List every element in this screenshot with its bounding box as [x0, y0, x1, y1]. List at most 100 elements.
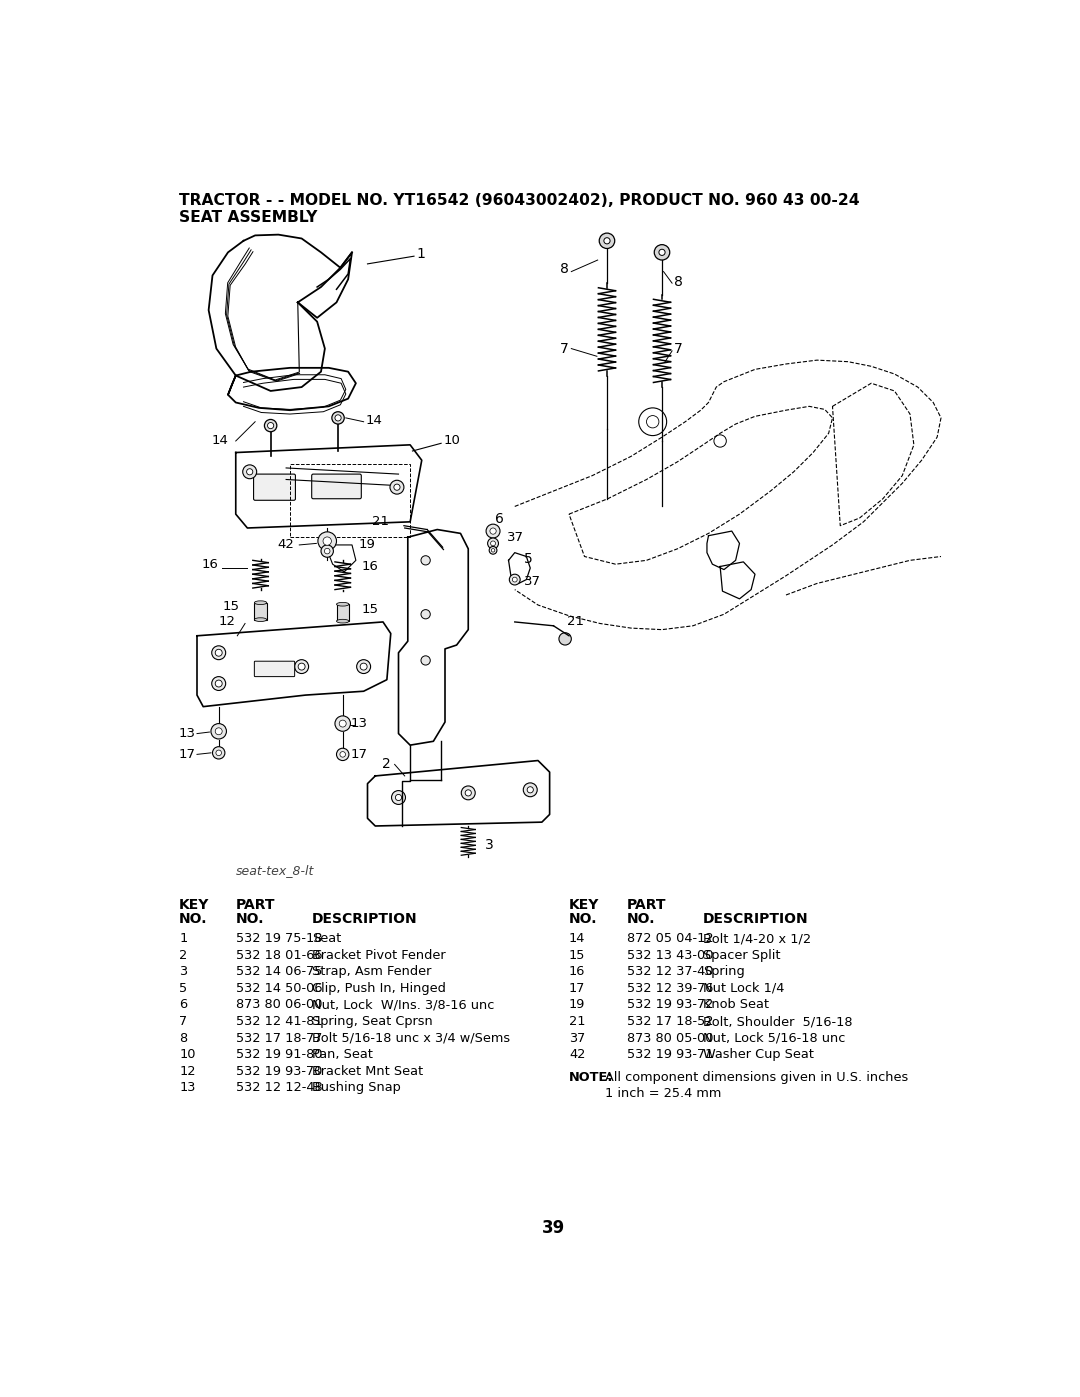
Text: 16: 16 — [569, 965, 585, 978]
Text: 16: 16 — [202, 557, 218, 571]
Text: NO.: NO. — [569, 912, 597, 926]
Bar — [255, 602, 267, 620]
Bar — [337, 605, 349, 622]
Text: 532 19 91-80: 532 19 91-80 — [235, 1048, 322, 1062]
Text: 14: 14 — [366, 414, 382, 426]
Text: 532 14 06-75: 532 14 06-75 — [235, 965, 322, 978]
Text: 532 19 93-70: 532 19 93-70 — [235, 1065, 322, 1077]
Bar — [291, 464, 410, 538]
Text: 39: 39 — [542, 1218, 565, 1236]
Circle shape — [332, 412, 345, 425]
Text: PART: PART — [627, 898, 666, 912]
Text: SEAT ASSEMBLY: SEAT ASSEMBLY — [179, 210, 318, 225]
Text: KEY: KEY — [569, 898, 599, 912]
Text: Spacer Split: Spacer Split — [703, 949, 781, 961]
Text: 2: 2 — [382, 757, 391, 771]
Circle shape — [243, 465, 257, 479]
FancyBboxPatch shape — [254, 474, 296, 500]
Ellipse shape — [255, 617, 267, 622]
Text: 873 80 06-00: 873 80 06-00 — [235, 999, 322, 1011]
Circle shape — [486, 524, 500, 538]
Circle shape — [337, 749, 349, 760]
Text: NO.: NO. — [179, 912, 207, 926]
Ellipse shape — [337, 602, 349, 606]
FancyBboxPatch shape — [312, 474, 362, 499]
Circle shape — [324, 549, 330, 553]
Text: NO.: NO. — [627, 912, 656, 926]
Circle shape — [395, 795, 402, 800]
Text: 19: 19 — [359, 538, 375, 552]
Circle shape — [392, 791, 405, 805]
Text: NO.: NO. — [235, 912, 265, 926]
Text: 21: 21 — [569, 1016, 585, 1028]
Circle shape — [211, 724, 227, 739]
Text: 13: 13 — [179, 1081, 195, 1094]
Circle shape — [246, 469, 253, 475]
Text: Washer Cup Seat: Washer Cup Seat — [703, 1048, 814, 1062]
Text: 17: 17 — [569, 982, 585, 995]
Circle shape — [335, 715, 350, 731]
Circle shape — [212, 676, 226, 690]
Text: 2: 2 — [179, 949, 188, 961]
Text: Nut Lock 1/4: Nut Lock 1/4 — [703, 982, 784, 995]
Circle shape — [335, 415, 341, 420]
Circle shape — [421, 655, 430, 665]
Circle shape — [421, 556, 430, 564]
Text: 532 14 50-06: 532 14 50-06 — [235, 982, 322, 995]
Text: 12: 12 — [218, 616, 235, 629]
Text: DESCRIPTION: DESCRIPTION — [703, 912, 809, 926]
Circle shape — [647, 415, 659, 427]
Circle shape — [318, 532, 337, 550]
Circle shape — [212, 645, 226, 659]
Text: 15: 15 — [569, 949, 585, 961]
Text: Pan, Seat: Pan, Seat — [312, 1048, 373, 1062]
Circle shape — [654, 244, 670, 260]
Text: Bolt 1/4-20 x 1/2: Bolt 1/4-20 x 1/2 — [703, 932, 811, 946]
Text: seat-tex_8-lt: seat-tex_8-lt — [235, 865, 314, 877]
Circle shape — [714, 434, 727, 447]
Text: All component dimensions given in U.S. inches: All component dimensions given in U.S. i… — [606, 1071, 908, 1084]
Text: 14: 14 — [211, 434, 228, 447]
Text: 1: 1 — [179, 932, 188, 946]
Text: 21: 21 — [567, 616, 584, 629]
Text: 14: 14 — [569, 932, 585, 946]
Text: Spring: Spring — [703, 965, 745, 978]
Text: 7: 7 — [561, 342, 569, 356]
Text: 532 12 37-40: 532 12 37-40 — [627, 965, 714, 978]
Circle shape — [490, 528, 496, 534]
Text: 21: 21 — [373, 515, 389, 528]
Circle shape — [638, 408, 666, 436]
Text: 8: 8 — [561, 263, 569, 277]
Circle shape — [323, 536, 332, 545]
Text: 1 inch = 25.4 mm: 1 inch = 25.4 mm — [606, 1087, 721, 1101]
Circle shape — [489, 546, 497, 555]
Text: 532 19 93-71: 532 19 93-71 — [627, 1048, 714, 1062]
Text: 3: 3 — [179, 965, 187, 978]
Text: TRACTOR - - MODEL NO. YT16542 (96043002402), PRODUCT NO. 960 43 00-24: TRACTOR - - MODEL NO. YT16542 (960430024… — [179, 193, 860, 208]
Text: 13: 13 — [178, 726, 195, 740]
Text: 16: 16 — [362, 560, 378, 573]
Text: 532 17 18-77: 532 17 18-77 — [235, 1031, 322, 1045]
Text: 37: 37 — [507, 531, 524, 543]
Text: 532 18 01-66: 532 18 01-66 — [235, 949, 322, 961]
Text: PART: PART — [235, 898, 275, 912]
Text: 7: 7 — [179, 1016, 187, 1028]
Ellipse shape — [255, 601, 267, 605]
Circle shape — [213, 746, 225, 759]
Text: 1: 1 — [416, 247, 426, 261]
Text: 42: 42 — [276, 538, 294, 552]
Text: KEY: KEY — [179, 898, 210, 912]
Circle shape — [340, 752, 346, 757]
Text: 532 19 75-18: 532 19 75-18 — [235, 932, 322, 946]
FancyBboxPatch shape — [255, 661, 295, 676]
Circle shape — [390, 481, 404, 495]
Circle shape — [604, 237, 610, 244]
Text: NOTE:: NOTE: — [569, 1071, 613, 1084]
Text: 8: 8 — [674, 275, 683, 289]
Circle shape — [215, 728, 222, 735]
Text: 37: 37 — [569, 1031, 585, 1045]
Text: 6: 6 — [179, 999, 187, 1011]
Circle shape — [490, 541, 496, 546]
Text: 37: 37 — [524, 576, 541, 588]
Circle shape — [215, 650, 222, 657]
